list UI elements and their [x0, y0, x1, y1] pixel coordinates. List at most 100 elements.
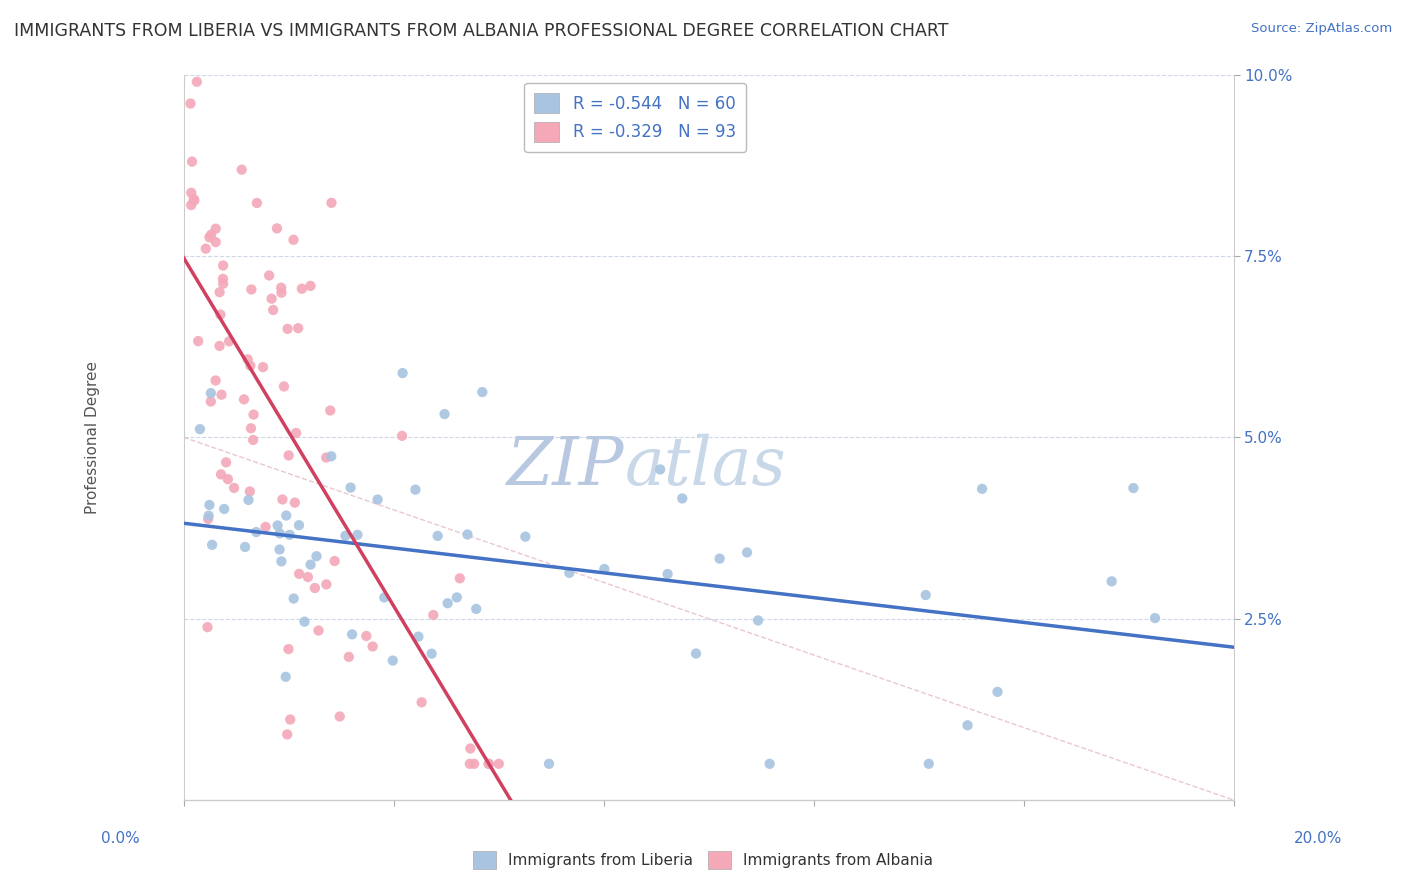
- Point: [179, 96, 201, 111]
- Point: [204, 374, 226, 388]
- Point: [274, 670, 297, 684]
- Point: [260, 292, 283, 306]
- Point: [269, 526, 291, 541]
- Point: [411, 695, 433, 709]
- Point: [986, 685, 1008, 699]
- Point: [197, 512, 219, 526]
- Point: [426, 529, 449, 543]
- Point: [283, 591, 305, 606]
- Point: [217, 472, 239, 486]
- Point: [471, 385, 494, 400]
- Point: [271, 492, 294, 507]
- Point: [194, 242, 217, 256]
- Point: [323, 554, 346, 568]
- Point: [209, 467, 232, 482]
- Point: [420, 647, 443, 661]
- Point: [233, 540, 256, 554]
- Point: [321, 195, 343, 210]
- Point: [239, 359, 262, 373]
- Point: [918, 756, 941, 771]
- Point: [266, 221, 288, 235]
- Point: [188, 422, 211, 436]
- Point: [288, 566, 311, 581]
- Point: [433, 407, 456, 421]
- Point: [257, 268, 280, 283]
- Point: [222, 481, 245, 495]
- Text: Source: ZipAtlas.com: Source: ZipAtlas.com: [1251, 22, 1392, 36]
- Point: [709, 551, 731, 566]
- Point: [284, 495, 307, 509]
- Point: [278, 528, 301, 542]
- Point: [346, 528, 368, 542]
- Point: [200, 386, 222, 401]
- Point: [204, 235, 226, 249]
- Point: [449, 571, 471, 585]
- Point: [240, 421, 263, 435]
- Point: [204, 221, 226, 235]
- Point: [283, 233, 305, 247]
- Point: [238, 492, 260, 507]
- Point: [291, 282, 314, 296]
- Point: [273, 379, 295, 393]
- Point: [436, 596, 458, 610]
- Point: [408, 630, 430, 644]
- Point: [650, 462, 672, 476]
- Point: [422, 607, 444, 622]
- Point: [914, 588, 936, 602]
- Point: [329, 709, 352, 723]
- Point: [458, 756, 481, 771]
- Point: [212, 259, 235, 273]
- Point: [335, 529, 357, 543]
- Point: [1101, 574, 1123, 589]
- Point: [198, 498, 221, 512]
- Point: [340, 627, 363, 641]
- Point: [463, 756, 485, 771]
- Point: [457, 527, 479, 541]
- Point: [198, 230, 221, 244]
- Point: [339, 481, 361, 495]
- Point: [239, 484, 262, 499]
- Point: [252, 360, 274, 375]
- Point: [208, 339, 231, 353]
- Text: 20.0%: 20.0%: [1295, 831, 1343, 846]
- Point: [478, 756, 501, 771]
- Point: [278, 713, 301, 727]
- Point: [276, 727, 298, 741]
- Point: [404, 483, 426, 497]
- Point: [304, 581, 326, 595]
- Point: [970, 482, 993, 496]
- Point: [758, 756, 780, 771]
- Point: [240, 283, 263, 297]
- Point: [209, 308, 232, 322]
- Point: [297, 570, 319, 584]
- Point: [262, 302, 284, 317]
- Text: atlas: atlas: [624, 434, 786, 499]
- Point: [488, 756, 510, 771]
- Point: [381, 654, 404, 668]
- Point: [276, 508, 298, 523]
- Point: [1122, 481, 1144, 495]
- Legend: R = -0.544   N = 60, R = -0.329   N = 93: R = -0.544 N = 60, R = -0.329 N = 93: [524, 83, 747, 152]
- Point: [277, 449, 299, 463]
- Point: [180, 198, 202, 212]
- Point: [657, 567, 679, 582]
- Point: [212, 502, 235, 516]
- Point: [200, 394, 222, 409]
- Point: [1143, 611, 1166, 625]
- Point: [208, 285, 231, 300]
- Point: [747, 614, 769, 628]
- Point: [246, 196, 269, 211]
- Y-axis label: Professional Degree: Professional Degree: [86, 360, 100, 514]
- Point: [186, 75, 208, 89]
- Point: [337, 649, 360, 664]
- Point: [200, 227, 222, 242]
- Point: [537, 756, 560, 771]
- Point: [671, 491, 693, 506]
- Point: [285, 425, 308, 440]
- Point: [277, 322, 299, 336]
- Point: [212, 277, 235, 291]
- Point: [287, 321, 309, 335]
- Point: [242, 408, 264, 422]
- Point: [477, 756, 499, 771]
- Point: [315, 450, 337, 465]
